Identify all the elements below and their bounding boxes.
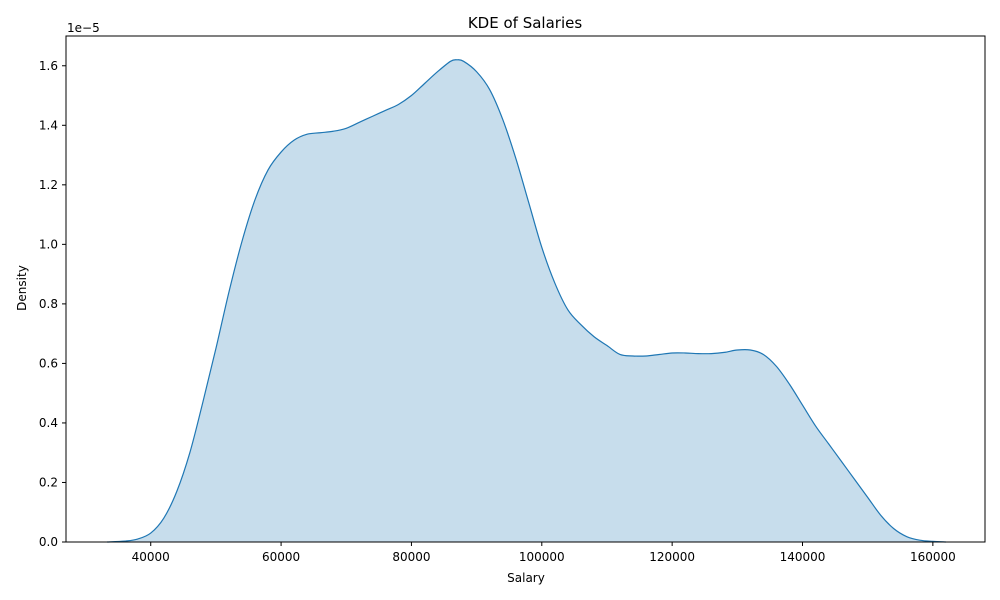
y-tick-label: 1.4 <box>39 118 58 132</box>
x-tick-label: 60000 <box>262 550 300 564</box>
y-offset-label: 1e−5 <box>67 21 100 35</box>
series-layer <box>107 59 946 543</box>
x-tick-label: 80000 <box>392 550 430 564</box>
x-tick-label: 140000 <box>780 550 826 564</box>
x-tick-label: 160000 <box>910 550 956 564</box>
y-axis-ticks: 0.0 0.2 0.4 0.6 0.8 1.0 1.2 1.4 1.6 <box>39 59 66 549</box>
y-tick-label: 1.2 <box>39 178 58 192</box>
x-tick-label: 40000 <box>132 550 170 564</box>
y-tick-label: 0.4 <box>39 416 58 430</box>
x-tick-label: 120000 <box>649 550 695 564</box>
y-tick-label: 0.8 <box>39 297 58 311</box>
x-tick-label: 100000 <box>519 550 565 564</box>
y-tick-label: 0.6 <box>39 356 58 370</box>
x-axis-label: Salary <box>507 571 545 585</box>
kde-line <box>107 59 946 543</box>
chart-title: KDE of Salaries <box>468 14 582 32</box>
y-tick-label: 0.2 <box>39 475 58 489</box>
axes-frame <box>65 35 986 543</box>
kde-area-fill <box>107 59 946 543</box>
x-axis-ticks: 40000 60000 80000 100000 120000 140000 160000 <box>132 542 956 564</box>
y-axis-label: Density <box>15 265 29 311</box>
y-tick-label: 1.0 <box>39 237 58 251</box>
y-tick-label: 0.0 <box>39 535 58 549</box>
y-tick-label: 1.6 <box>39 59 58 73</box>
